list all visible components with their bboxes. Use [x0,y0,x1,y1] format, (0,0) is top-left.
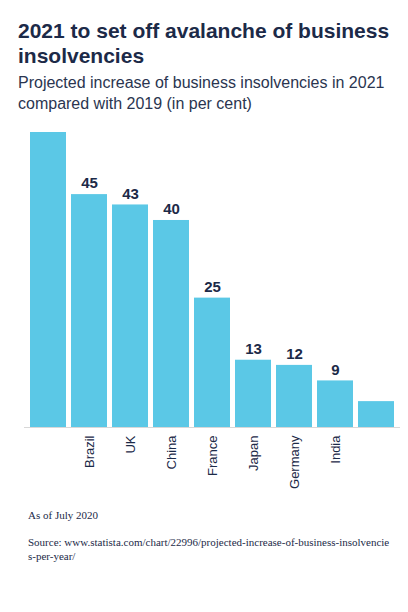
svg-text:40: 40 [163,200,180,217]
svg-text:China: China [164,435,179,470]
svg-text:45: 45 [81,174,98,191]
svg-text:25: 25 [204,278,221,295]
html-text:As of July 2020: As of July 2020 [28,509,98,521]
svg-text:13: 13 [245,340,262,357]
svg-text:Japan: Japan [246,436,261,471]
svg-text:Brazil: Brazil [82,435,97,468]
svg-text:12: 12 [286,345,303,362]
svg-text:UK: UK [123,435,138,453]
svg-text:India: India [328,435,343,464]
html-text:2021 to set off avalanche of b: 2021 to set off avalanche of business in… [18,19,390,67]
svg-text:France: France [205,436,220,476]
svg-text:43: 43 [122,185,139,202]
html-text:Projected increase of business: Projected increase of business insolvenc… [18,74,385,112]
html-text:Source: www.statista.com/chart: Source: www.statista.com/chart/22996/pro… [28,536,390,562]
svg-text:9: 9 [331,361,339,378]
svg-text:Germany: Germany [287,435,302,489]
